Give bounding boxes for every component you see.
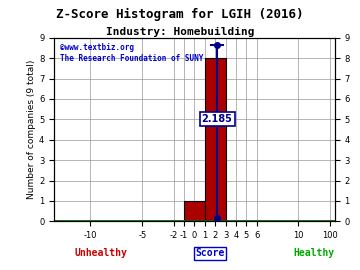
- Text: Z-Score Histogram for LGIH (2016): Z-Score Histogram for LGIH (2016): [56, 8, 304, 21]
- Bar: [205, 58, 226, 221]
- Y-axis label: Number of companies (9 total): Number of companies (9 total): [27, 60, 36, 199]
- Text: 2.185: 2.185: [202, 114, 233, 124]
- Text: Unhealthy: Unhealthy: [75, 248, 128, 258]
- Text: ©www.textbiz.org
The Research Foundation of SUNY: ©www.textbiz.org The Research Foundation…: [60, 43, 203, 63]
- Text: Score: Score: [195, 248, 225, 258]
- Text: Healthy: Healthy: [293, 248, 334, 258]
- Bar: [184, 201, 205, 221]
- Text: Industry: Homebuilding: Industry: Homebuilding: [106, 27, 254, 37]
